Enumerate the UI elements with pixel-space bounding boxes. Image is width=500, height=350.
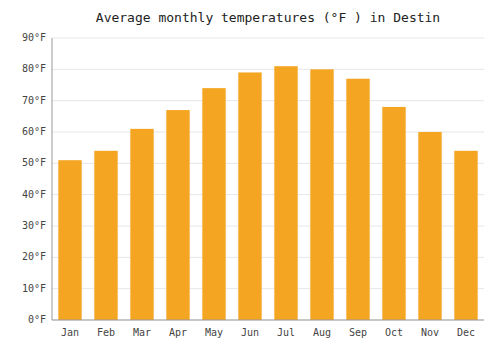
bar xyxy=(274,66,297,320)
bars xyxy=(58,66,477,320)
title: Average monthly temperatures (°F ) in De… xyxy=(96,10,440,25)
bar xyxy=(310,69,333,320)
bar xyxy=(382,107,405,320)
bar xyxy=(454,151,477,320)
x-tick-label: Mar xyxy=(133,327,151,338)
y-tick-label: 60°F xyxy=(22,126,46,137)
y-tick-label: 70°F xyxy=(22,95,46,106)
y-tick-label: 50°F xyxy=(22,157,46,168)
bar xyxy=(346,79,369,320)
bar xyxy=(58,160,81,320)
y-tick-label: 20°F xyxy=(22,251,46,262)
y-tick-label: 40°F xyxy=(22,189,46,200)
x-tick-label: Sep xyxy=(349,327,367,338)
bar xyxy=(130,129,153,320)
x-tick-label: Jul xyxy=(277,327,295,338)
grid-line xyxy=(52,100,484,101)
y-tick-label: 90°F xyxy=(22,32,46,43)
bar xyxy=(94,151,117,320)
grid-line xyxy=(52,38,484,39)
y-tick-label: 10°F xyxy=(22,283,46,294)
x-tick-label: Jan xyxy=(61,327,79,338)
y-axis xyxy=(52,38,53,320)
grid-line xyxy=(52,320,484,321)
grid xyxy=(52,38,484,320)
x-tick-label: Feb xyxy=(97,327,115,338)
bar xyxy=(166,110,189,320)
chart: Average monthly temperatures (°F ) in De… xyxy=(0,0,500,350)
x-axis xyxy=(52,320,484,321)
y-tick-label: 80°F xyxy=(22,63,46,74)
y-tick-label: 0°F xyxy=(28,314,46,325)
x-tick-label: Jun xyxy=(241,327,259,338)
y-tick-label: 30°F xyxy=(22,220,46,231)
bar xyxy=(202,88,225,320)
x-tick-label: Nov xyxy=(421,327,439,338)
x-tick-label: May xyxy=(205,327,223,338)
x-tick-label: Dec xyxy=(457,327,475,338)
x-tick-label: Aug xyxy=(313,327,331,338)
x-tick-label: Apr xyxy=(169,327,187,338)
grid-line xyxy=(52,69,484,70)
bar xyxy=(238,72,261,320)
bar xyxy=(418,132,441,320)
x-tick-label: Oct xyxy=(385,327,403,338)
